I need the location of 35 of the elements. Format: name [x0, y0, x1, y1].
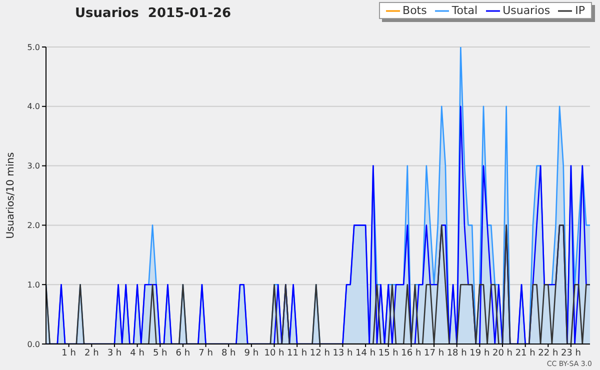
x-tick-label: 14 h — [356, 348, 376, 358]
x-tick-label: 1 h — [62, 348, 76, 358]
y-axis-title: Usuarios/10 mins — [6, 152, 17, 239]
x-tick-label: 7 h — [198, 348, 213, 358]
legend-label: Usuarios — [502, 4, 550, 17]
x-tick-label: 6 h — [176, 348, 190, 358]
x-tick-label: 10 h — [264, 348, 284, 358]
x-tick-label: 2 h — [84, 348, 99, 358]
y-tick-label: 2.0 — [27, 221, 40, 230]
legend-label: Total — [452, 4, 478, 17]
x-tick-label: 22 h — [538, 348, 558, 358]
x-tick-label: 18 h — [446, 348, 467, 358]
x-tick-label: 3 h — [107, 348, 122, 358]
x-tick-label: 21 h — [515, 348, 536, 358]
x-tick-label: 16 h — [401, 348, 422, 358]
x-tick-label: 15 h — [378, 348, 398, 358]
x-tick-label: 19 h — [470, 348, 490, 358]
y-tick-label: 4.0 — [27, 102, 40, 112]
y-tick-label: 0.0 — [27, 340, 40, 349]
x-tick-label: 12 h — [310, 348, 330, 358]
x-tick-label: 5 h — [152, 348, 168, 358]
y-tick-label: 3.0 — [27, 162, 40, 171]
x-tick-label: 13 h — [332, 348, 353, 358]
x-tick-label: 4 h — [130, 348, 144, 358]
legend-label: Bots — [402, 4, 427, 17]
y-tick-label: 5.0 — [27, 42, 40, 52]
x-tick-label: 23 h — [560, 348, 581, 358]
legend-label: IP — [575, 4, 585, 17]
chart-title: Usuarios 2015-01-26 — [75, 6, 232, 21]
x-tick-label: 9 h — [244, 348, 259, 358]
x-tick-label: 20 h — [492, 348, 513, 358]
x-tick-label: 8 h — [221, 348, 236, 358]
x-tick-label: 11 h — [287, 348, 308, 358]
y-tick-label: 1.0 — [27, 280, 40, 290]
x-tick-label: 17 h — [424, 348, 444, 358]
